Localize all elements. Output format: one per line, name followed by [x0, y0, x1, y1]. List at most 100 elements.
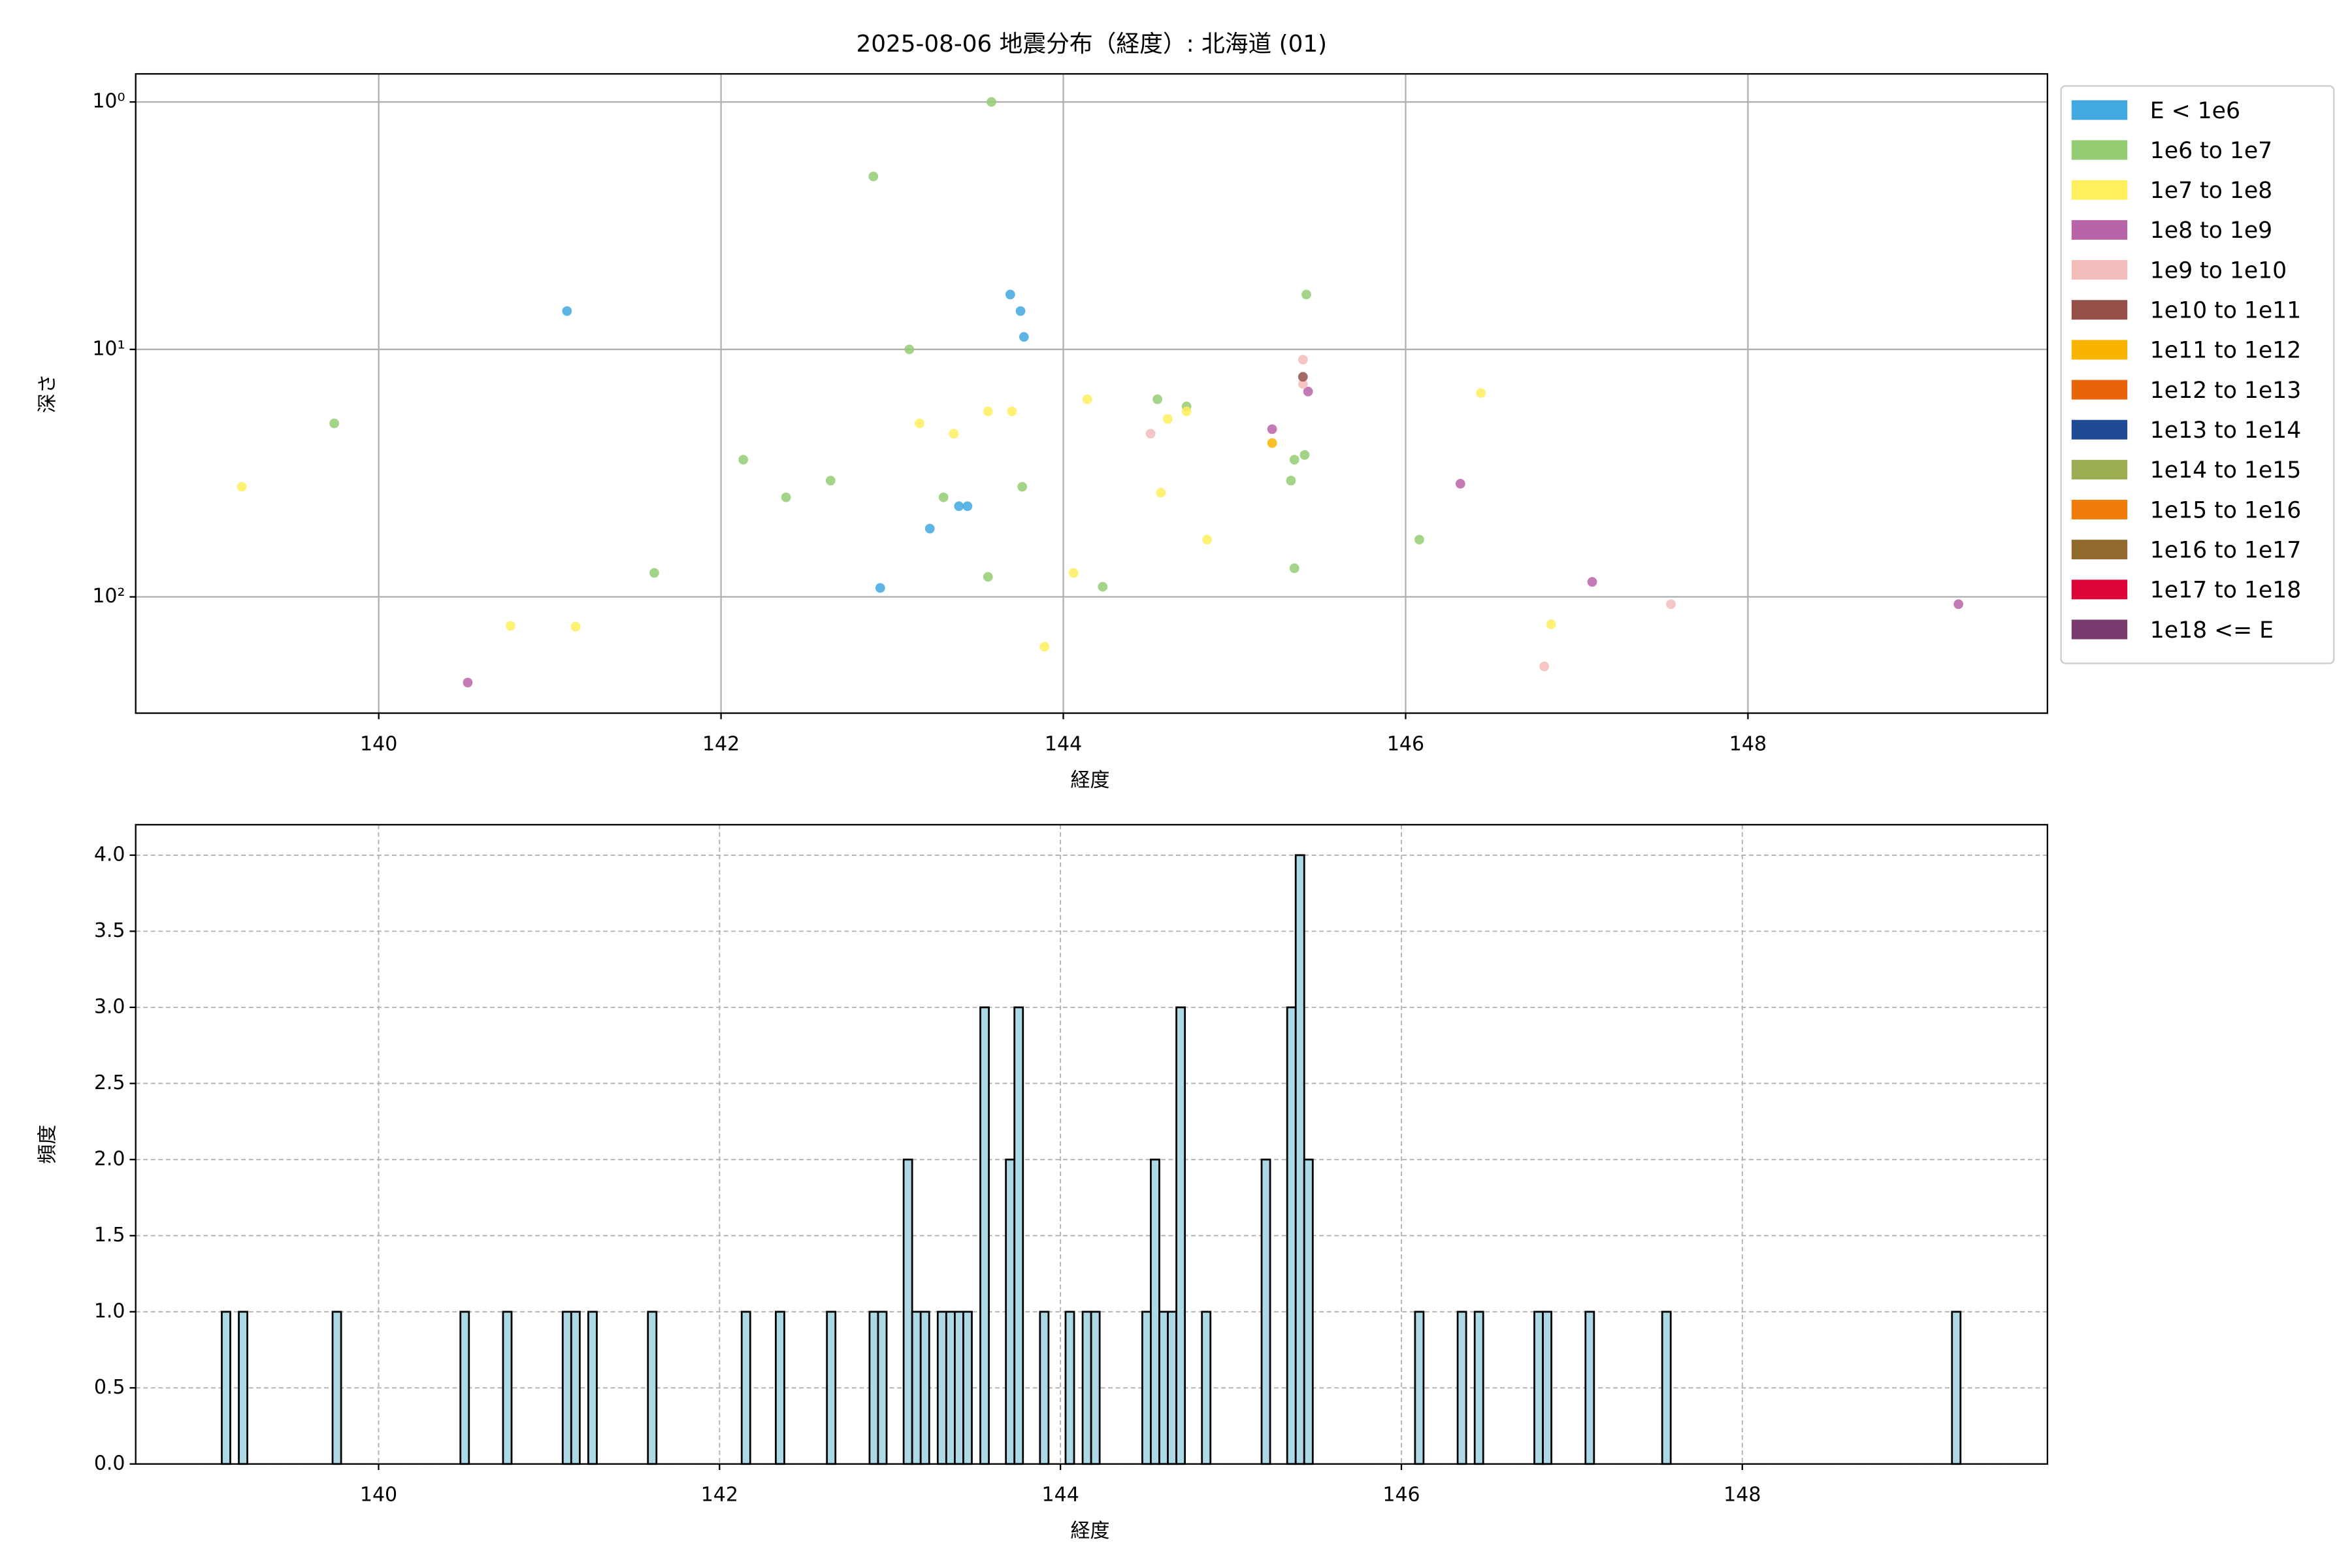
- point: [1298, 355, 1308, 365]
- legend-label: 1e10 to 1e11: [2150, 298, 2301, 324]
- point: [1587, 577, 1597, 587]
- y-tick-label: 0.5: [94, 1376, 125, 1399]
- point: [924, 523, 935, 534]
- point: [1005, 289, 1015, 300]
- point: [868, 171, 879, 182]
- legend-swatch: [2071, 459, 2128, 480]
- bar: [919, 1311, 930, 1465]
- bar: [877, 1311, 888, 1465]
- point: [1017, 482, 1028, 492]
- bar: [1260, 1158, 1271, 1465]
- legend-label: 1e6 to 1e7: [2150, 138, 2272, 164]
- y-tick-label: 2.5: [94, 1071, 125, 1094]
- point: [1289, 455, 1299, 465]
- legend-swatch: [2071, 500, 2128, 519]
- y-tick-label: 1.0: [94, 1299, 125, 1322]
- point: [1039, 642, 1050, 652]
- legend-label: 1e8 to 1e9: [2150, 218, 2272, 244]
- point: [1098, 581, 1108, 592]
- bar: [1064, 1311, 1075, 1465]
- bar: [1081, 1311, 1092, 1465]
- y-tick-label: 10²: [92, 585, 125, 608]
- point: [875, 583, 885, 593]
- point: [1546, 619, 1556, 629]
- legend-label: 1e14 to 1e15: [2150, 457, 2301, 483]
- point: [1303, 386, 1313, 397]
- point: [1082, 394, 1092, 404]
- bar: [1542, 1311, 1552, 1465]
- bar: [1167, 1311, 1177, 1465]
- bar: [945, 1311, 956, 1465]
- point: [962, 501, 973, 512]
- x-tick-label: 148: [1729, 733, 1767, 756]
- bar: [1584, 1311, 1595, 1465]
- point: [1267, 438, 1277, 448]
- point: [1299, 449, 1310, 460]
- bar: [647, 1311, 658, 1465]
- bars: [221, 854, 1962, 1465]
- bar: [1090, 1311, 1101, 1465]
- point: [983, 406, 993, 417]
- point: [1156, 487, 1166, 498]
- legend-swatch: [2071, 100, 2128, 120]
- point: [987, 97, 996, 107]
- x-axis-label: 経度: [1070, 1520, 1109, 1543]
- x-tick-label: 146: [1382, 1484, 1420, 1507]
- point: [1289, 563, 1299, 574]
- bar: [1039, 1311, 1050, 1465]
- legend-label: 1e9 to 1e10: [2150, 257, 2287, 284]
- bar: [1456, 1311, 1467, 1465]
- x-tick-label: 142: [701, 1484, 738, 1507]
- point: [1298, 372, 1308, 382]
- plot-frame: [135, 824, 2048, 1465]
- point: [1301, 289, 1311, 300]
- point: [1015, 306, 1026, 316]
- point: [1539, 661, 1550, 672]
- bar: [561, 1311, 572, 1465]
- point: [1953, 599, 1964, 610]
- bar: [911, 1311, 922, 1465]
- point: [938, 492, 949, 502]
- y-tick-label: 2.0: [94, 1147, 125, 1170]
- x-tick-label: 144: [1045, 733, 1082, 756]
- x-tick-label: 144: [1042, 1484, 1079, 1507]
- bar: [502, 1311, 513, 1465]
- point: [463, 678, 473, 688]
- chart-title: 2025-08-06 地震分布（経度）: 北海道 (01): [856, 31, 1327, 57]
- legend-label: 1e15 to 1e16: [2150, 497, 2301, 523]
- bar: [936, 1311, 947, 1465]
- point: [237, 482, 247, 492]
- point: [949, 429, 959, 439]
- point: [954, 501, 964, 512]
- point: [825, 476, 836, 486]
- point: [781, 492, 791, 502]
- point: [1666, 599, 1676, 610]
- legend-frame: [2060, 85, 2335, 664]
- point: [915, 418, 924, 429]
- y-tick-label: 10⁰: [92, 90, 125, 113]
- bar: [331, 1311, 342, 1465]
- points: [237, 97, 1964, 688]
- bar: [1414, 1311, 1425, 1465]
- point: [506, 621, 515, 631]
- legend-swatch: [2071, 540, 2128, 560]
- legend-label: 1e18 <= E: [2150, 617, 2274, 644]
- bar: [459, 1311, 470, 1465]
- point: [1414, 534, 1424, 545]
- y-tick-label: 3.0: [94, 995, 125, 1018]
- bar: [587, 1311, 598, 1465]
- bar: [740, 1311, 751, 1465]
- legend-label: 1e12 to 1e13: [2150, 378, 2301, 404]
- legend-label: 1e11 to 1e12: [2150, 338, 2301, 364]
- legend-label: 1e7 to 1e8: [2150, 178, 2272, 204]
- point: [1267, 424, 1277, 434]
- legend-swatch: [2071, 619, 2128, 640]
- point: [1007, 406, 1017, 417]
- bar: [1661, 1311, 1672, 1465]
- bar: [238, 1311, 248, 1465]
- bar: [570, 1311, 581, 1465]
- x-axis-label: 経度: [1070, 769, 1109, 792]
- legend-swatch: [2071, 180, 2128, 200]
- legend-swatch: [2071, 419, 2128, 440]
